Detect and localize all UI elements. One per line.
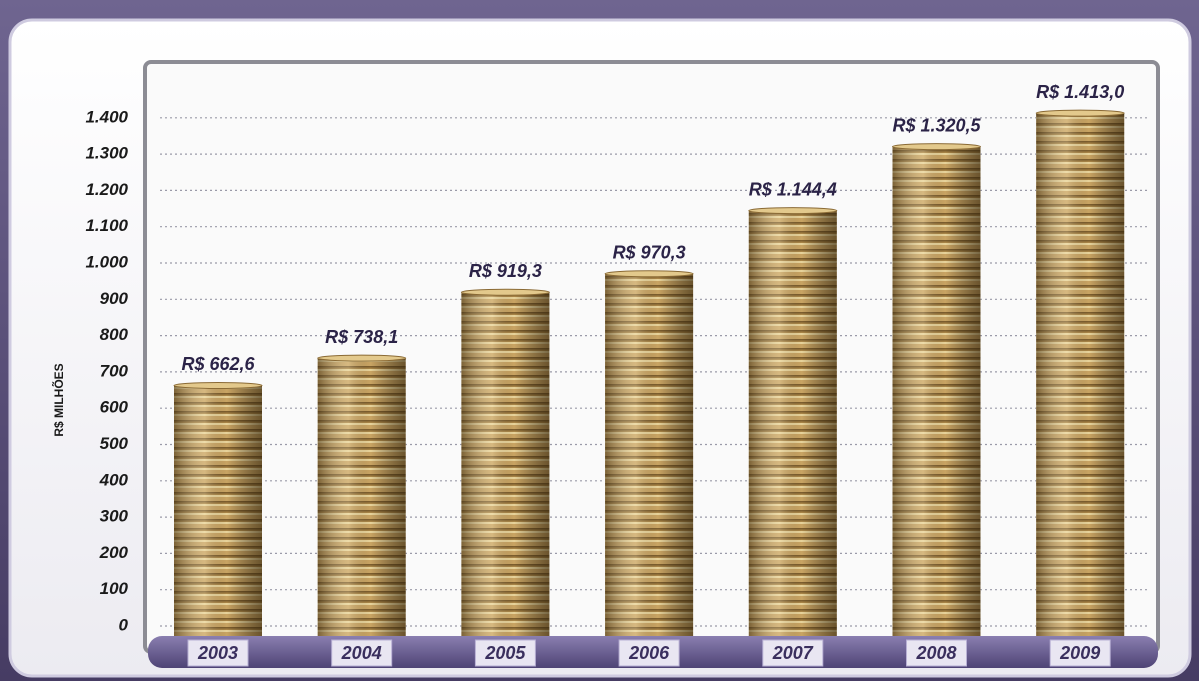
- bar-top: [749, 208, 837, 214]
- y-tick-label: 100: [100, 579, 129, 598]
- value-label: R$ 970,3: [613, 243, 686, 263]
- bar-top: [318, 355, 406, 361]
- value-label: R$ 919,3: [469, 261, 542, 281]
- x-tick-label: 2003: [197, 643, 238, 663]
- bar-top: [174, 382, 262, 388]
- x-tick-label: 2009: [1059, 643, 1100, 663]
- y-tick-label: 1.300: [85, 144, 128, 163]
- bar-top: [1036, 110, 1124, 116]
- bar-shade: [1036, 113, 1124, 636]
- bar-top: [893, 144, 981, 150]
- y-tick-label: 600: [100, 398, 129, 417]
- value-label: R$ 1.413,0: [1036, 82, 1124, 102]
- chart: R$ MILHÕES 0 100 200 300 400 500 600 700 800 900 1…: [0, 0, 1199, 681]
- bar-top: [461, 289, 549, 295]
- bar-shade: [605, 274, 693, 636]
- value-label: R$ 1.320,5: [892, 115, 981, 135]
- y-tick-label: 1.100: [85, 216, 128, 235]
- y-tick-label: 1.200: [85, 180, 128, 199]
- value-label: R$ 662,6: [181, 354, 255, 374]
- x-tick-label: 2007: [772, 643, 814, 663]
- bar-top: [605, 271, 693, 277]
- y-tick-label: 300: [100, 507, 129, 526]
- x-tick-label: 2005: [484, 643, 526, 663]
- y-tick-label: 800: [100, 325, 129, 344]
- y-tick-label: 700: [100, 361, 129, 380]
- bar-shade: [318, 358, 406, 636]
- y-tick-label: 1.400: [85, 107, 128, 126]
- y-tick-label: 0: [119, 615, 129, 634]
- x-tick-label: 2006: [628, 643, 670, 663]
- x-tick-label: 2008: [915, 643, 956, 663]
- value-label: R$ 738,1: [325, 327, 398, 347]
- y-tick-label: 900: [100, 289, 129, 308]
- y-axis-label: R$ MILHÕES: [51, 363, 66, 436]
- bar-shade: [461, 292, 549, 636]
- y-tick-label: 200: [99, 543, 129, 562]
- bar-shade: [174, 385, 262, 636]
- bar-shade: [893, 147, 981, 636]
- value-label: R$ 1.144,4: [749, 179, 837, 199]
- x-tick-label: 2004: [341, 643, 382, 663]
- y-tick-label: 500: [100, 434, 129, 453]
- y-tick-label: 1.000: [85, 252, 128, 271]
- y-tick-label: 400: [99, 470, 129, 489]
- bar-shade: [749, 211, 837, 636]
